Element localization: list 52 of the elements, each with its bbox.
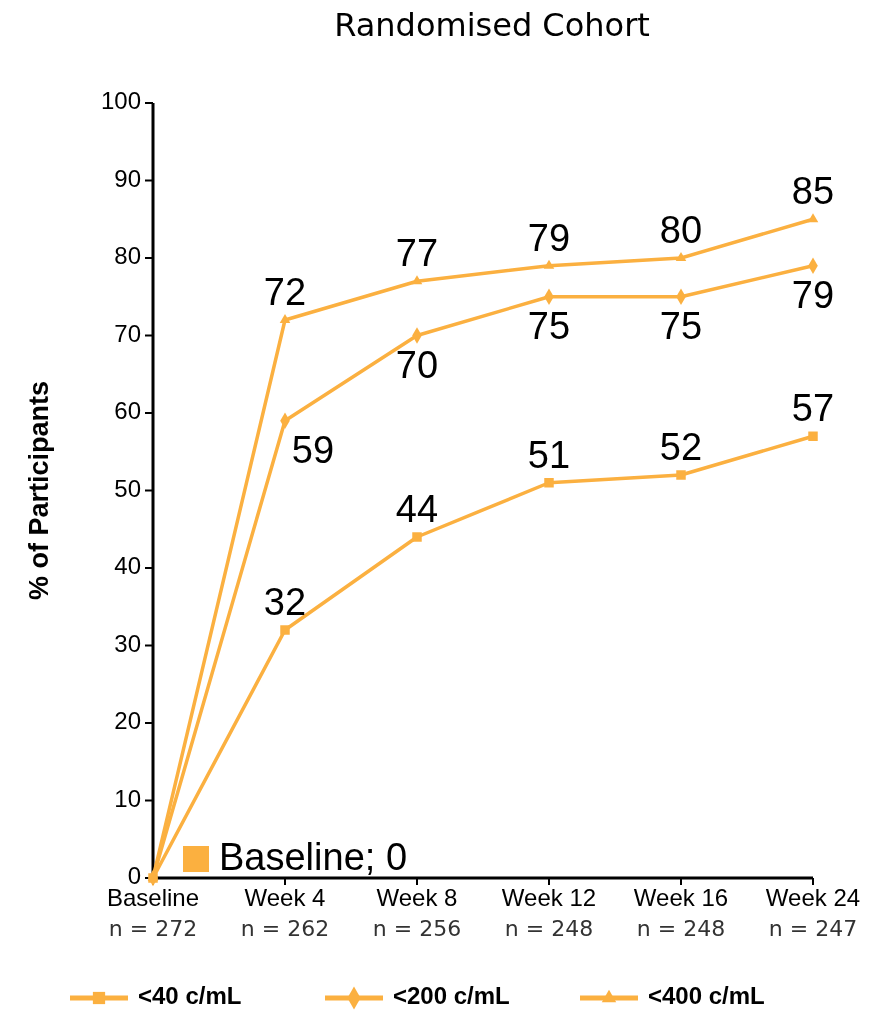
text: n = 248 (636, 916, 726, 941)
data-label: 44 (395, 488, 439, 531)
y-tick-label: 70 (114, 319, 141, 347)
y-tick-label: 50 (114, 474, 141, 502)
data-label: 85 (791, 170, 835, 213)
y-tick-label: 60 (114, 397, 141, 425)
data-label: 57 (791, 387, 835, 430)
y-tick-label: 30 (114, 629, 141, 657)
data-label: 77 (395, 232, 439, 275)
data-label: 79 (791, 273, 835, 316)
data-label: 79 (527, 216, 571, 259)
point (675, 251, 687, 262)
data-label: 80 (659, 209, 703, 252)
data-label: 75 (527, 304, 571, 347)
text: n = 247 (768, 916, 858, 941)
data-label: 75 (659, 304, 703, 347)
x-tick-label: Week 8 (376, 884, 458, 911)
text: n = 272 (108, 916, 198, 941)
legend-label: <40 c/mL (138, 982, 242, 1010)
x-tick-label: Week 12 (501, 884, 597, 911)
point (543, 259, 555, 269)
point (280, 625, 290, 635)
point (411, 275, 423, 285)
x-tick-label: Week 24 (765, 884, 861, 911)
text: n = 248 (504, 916, 594, 941)
legend-label: <400 c/mL (648, 982, 765, 1010)
y-tick-label: 80 (114, 242, 141, 270)
data-label: 70 (395, 343, 439, 386)
legend-label: <200 c/mL (393, 982, 510, 1010)
text: n = 262 (240, 916, 330, 941)
data-label: 51 (527, 433, 571, 476)
data-label: 59 (291, 428, 335, 471)
x-tick-label: Week 16 (633, 884, 729, 911)
y-axis-title: % of Participants (24, 380, 54, 601)
chart-title: Randomised Cohort (334, 6, 650, 44)
point (676, 470, 686, 480)
data-label: 32 (263, 581, 307, 624)
point (412, 532, 422, 542)
text: n = 256 (372, 916, 462, 941)
point (279, 313, 291, 324)
data-label: 52 (659, 426, 703, 469)
y-tick-label: 90 (114, 164, 141, 192)
y-tick-label: 100 (100, 87, 141, 115)
y-tick-label: 40 (114, 552, 141, 580)
data-label: 72 (263, 271, 307, 314)
point (807, 213, 819, 223)
annotation: Baseline; 0 (219, 836, 408, 879)
point (544, 478, 554, 488)
y-tick-label: 20 (114, 707, 141, 735)
point (808, 431, 818, 441)
y-tick-label: 10 (114, 784, 141, 812)
x-tick-label: Week 4 (244, 884, 326, 911)
